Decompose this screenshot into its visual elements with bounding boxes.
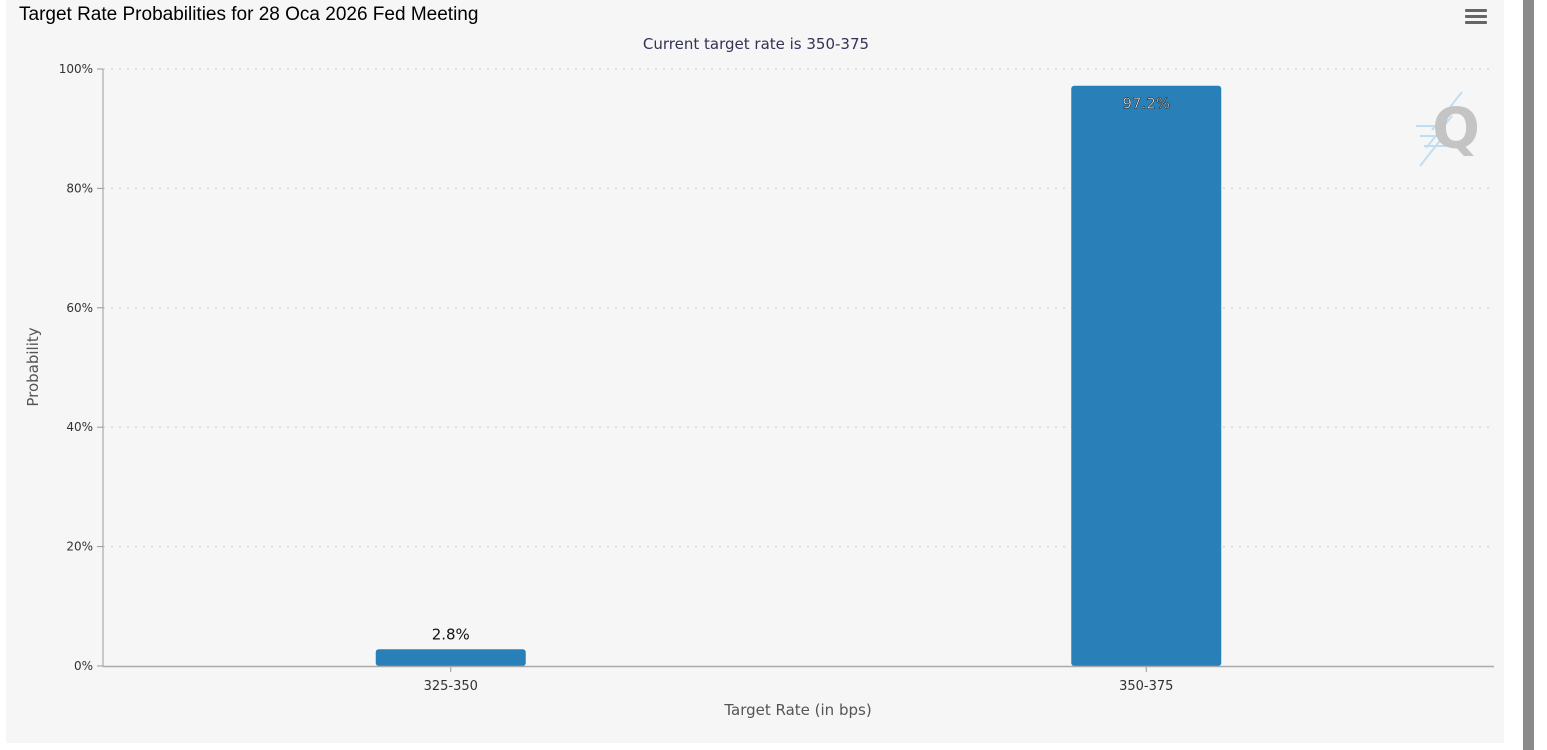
y-tick-label: 100% <box>59 62 93 76</box>
gridlines <box>103 68 1494 548</box>
x-tick-label: 325-350 <box>424 679 478 694</box>
x-axis-ticks: 325-350 350-375 <box>424 666 1173 694</box>
data-label: 97.2% <box>1122 95 1170 113</box>
scrollbar-track[interactable] <box>1523 0 1534 750</box>
y-tick-label: 40% <box>66 420 93 434</box>
y-tick-label: 20% <box>66 540 93 554</box>
y-axis-label: Probability <box>24 327 42 406</box>
chart-heading: Target Rate Probabilities for 28 Oca 202… <box>19 4 479 25</box>
chart-panel <box>6 0 1504 743</box>
data-label: 2.8% <box>432 625 470 643</box>
bars: 2.8% 97.2% <box>375 85 1222 666</box>
bar-350-375[interactable] <box>1071 85 1222 666</box>
page-margin <box>1534 0 1547 750</box>
y-tick-label: 0% <box>74 659 93 673</box>
y-axis-ticks: 0% 20% 40% 60% 80% 100% <box>59 62 103 673</box>
bar-325-350[interactable] <box>375 649 526 666</box>
chart-subtitle: Current target rate is 350-375 <box>643 35 869 53</box>
x-axis-label: Target Rate (in bps) <box>723 701 871 719</box>
q-logo-letter: Q <box>1432 97 1480 162</box>
x-tick-label: 350-375 <box>1119 679 1173 694</box>
q-logo-icon: Q <box>1416 91 1480 167</box>
y-tick-label: 60% <box>66 301 93 315</box>
hamburger-menu-icon[interactable] <box>1465 9 1489 29</box>
y-tick-label: 80% <box>66 181 93 195</box>
